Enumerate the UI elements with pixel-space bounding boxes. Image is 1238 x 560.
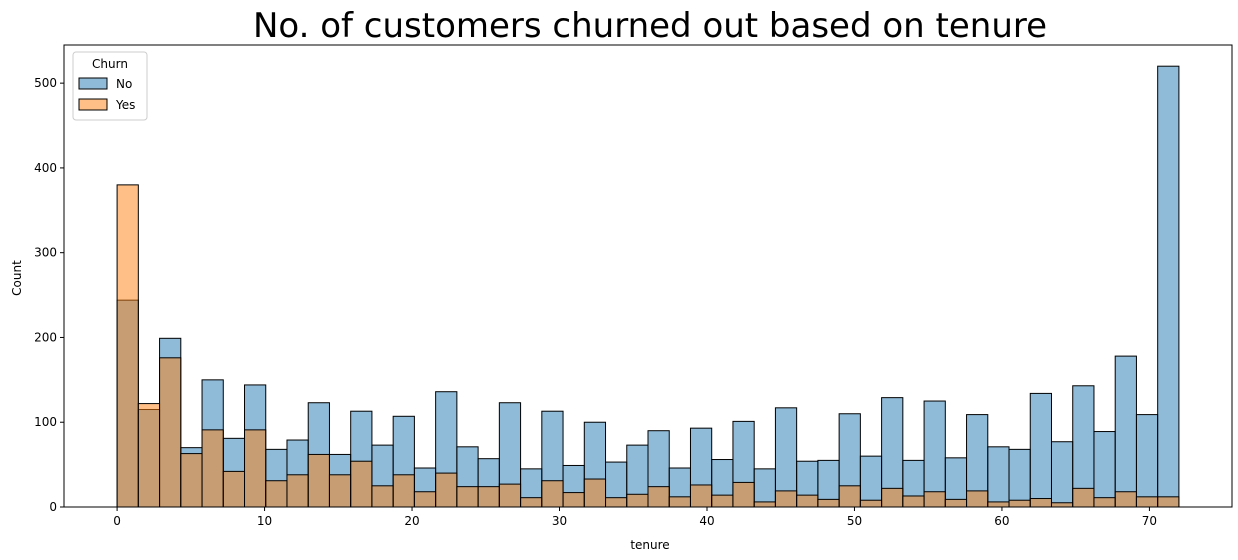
- bar-yes-8: [286, 474, 309, 508]
- bar-no-38: [923, 400, 946, 508]
- bar-yes-0: [116, 184, 139, 508]
- y-tick-label: 400: [34, 161, 57, 175]
- x-tick-label: 50: [847, 514, 862, 528]
- bar-no-30: [753, 468, 776, 508]
- bar-no-41: [987, 446, 1010, 508]
- bar-yes-14: [413, 491, 437, 508]
- x-tick-label: 60: [994, 514, 1009, 528]
- legend-label-yes: Yes: [115, 98, 135, 112]
- x-tick-label: 40: [699, 514, 714, 528]
- plot-frame: [63, 44, 1233, 508]
- y-tick-label: 100: [34, 415, 57, 429]
- bar-yes-39: [944, 498, 968, 508]
- bar-no-46: [1093, 431, 1116, 508]
- bar-yes-43: [1029, 498, 1052, 508]
- bar-yes-1: [137, 403, 161, 508]
- bar-yes-38: [923, 491, 946, 508]
- x-tick-label: 70: [1142, 514, 1157, 528]
- bar-yes-19: [520, 497, 543, 508]
- bar-yes-6: [244, 429, 267, 508]
- bar-yes-49: [1157, 496, 1180, 508]
- bar-yes-47: [1114, 491, 1137, 508]
- legend: Churn No Yes: [72, 51, 148, 121]
- legend-swatch-yes: [78, 98, 108, 111]
- bar-yes-5: [222, 470, 246, 508]
- bar-yes-11: [350, 460, 373, 508]
- bar-yes-26: [668, 496, 691, 508]
- bar-yes-45: [1072, 487, 1095, 508]
- bar-yes-36: [881, 487, 904, 508]
- bar-no-48: [1135, 414, 1159, 508]
- bar-yes-7: [265, 480, 288, 508]
- legend-swatch-no: [78, 77, 108, 90]
- bar-yes-32: [796, 494, 819, 508]
- bar-yes-40: [966, 490, 989, 508]
- bar-yes-46: [1093, 497, 1116, 508]
- bar-yes-31: [774, 490, 798, 508]
- bar-yes-12: [371, 485, 394, 508]
- bar-yes-42: [1008, 499, 1031, 508]
- x-tick-label: 20: [404, 514, 419, 528]
- bar-no-43: [1029, 392, 1052, 508]
- bar-yes-4: [201, 429, 224, 508]
- x-axis-ticks: 0 10 20 30 40 50 60 70: [113, 507, 1157, 528]
- bar-yes-23: [605, 497, 628, 508]
- y-tick-label: 0: [49, 500, 57, 514]
- bar-yes-28: [711, 494, 734, 508]
- bar-yes-20: [541, 480, 564, 508]
- y-tick-label: 300: [34, 246, 57, 260]
- bar-yes-22: [583, 478, 607, 508]
- bar-yes-27: [689, 484, 713, 508]
- bar-yes-29: [732, 481, 755, 508]
- y-axis-ticks: 0 100 200 300 400 500: [34, 76, 64, 514]
- bar-yes-25: [647, 486, 670, 508]
- legend-label-no: No: [116, 77, 132, 91]
- x-axis-label: tenure: [630, 538, 669, 552]
- bar-yes-13: [392, 474, 415, 508]
- bars-layer: [116, 65, 1180, 508]
- bar-yes-2: [159, 357, 182, 508]
- bar-no-35: [859, 455, 883, 508]
- bar-yes-16: [456, 486, 479, 508]
- x-tick-label: 10: [257, 514, 272, 528]
- bar-yes-21: [562, 492, 585, 508]
- bar-yes-24: [626, 493, 649, 508]
- bar-no-47: [1114, 355, 1137, 508]
- bar-no-44: [1050, 441, 1074, 508]
- legend-title: Churn: [92, 57, 128, 71]
- bar-yes-35: [859, 499, 883, 508]
- bar-yes-37: [902, 495, 925, 508]
- y-tick-label: 500: [34, 76, 57, 90]
- bar-yes-18: [498, 483, 522, 508]
- x-tick-label: 0: [113, 514, 121, 528]
- bar-yes-34: [838, 485, 861, 508]
- bar-no-42: [1008, 448, 1031, 508]
- bar-yes-15: [435, 472, 458, 508]
- bar-yes-3: [180, 453, 203, 508]
- x-tick-label: 30: [552, 514, 567, 528]
- bar-yes-41: [987, 501, 1010, 508]
- chart-title: No. of customers churned out based on te…: [253, 6, 1047, 46]
- bar-yes-10: [328, 474, 352, 508]
- bar-no-49: [1157, 65, 1180, 508]
- bar-yes-17: [477, 486, 500, 508]
- bar-yes-44: [1050, 502, 1074, 508]
- bar-yes-48: [1135, 496, 1159, 508]
- y-tick-label: 200: [34, 330, 57, 344]
- bar-yes-33: [817, 498, 840, 508]
- bar-yes-30: [753, 501, 776, 508]
- bar-yes-9: [307, 453, 330, 508]
- y-axis-label: Count: [10, 260, 24, 296]
